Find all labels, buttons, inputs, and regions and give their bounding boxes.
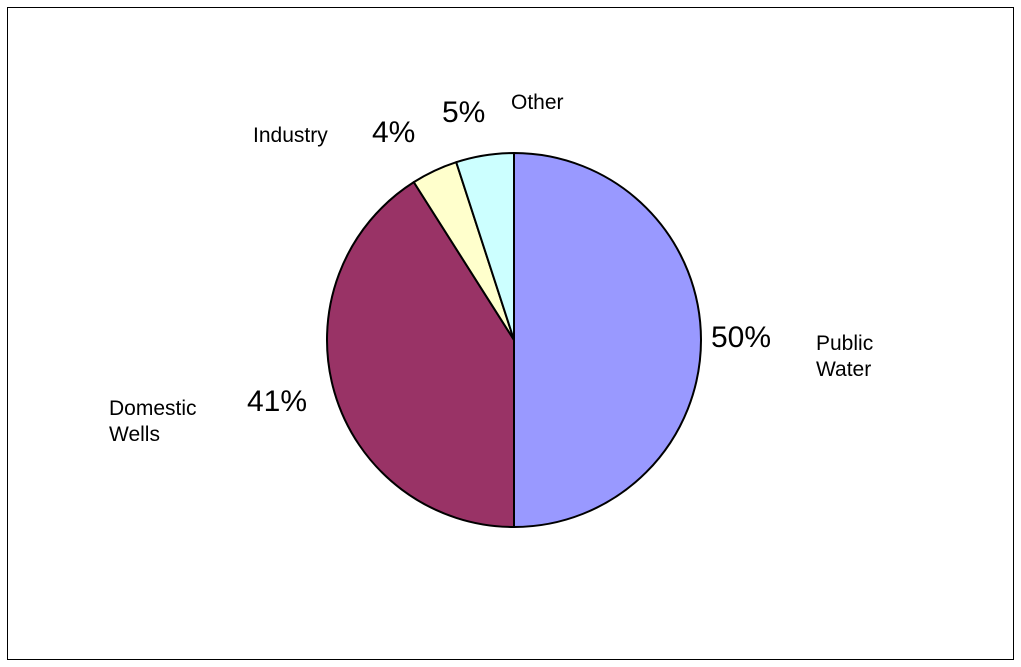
label-industry: Industry — [253, 124, 328, 147]
label-public-water-line-1: Public — [816, 332, 873, 355]
value-label-public-water: 50% — [711, 321, 771, 354]
label-other: Other — [511, 91, 564, 114]
label-domestic-wells-line-2: Wells — [109, 423, 160, 446]
value-label-domestic-wells: 41% — [247, 385, 307, 418]
label-domestic-wells: Domestic Wells — [109, 397, 202, 446]
pie-slice-domestic-wells — [326, 181, 515, 528]
pie-slice-public-water — [513, 152, 702, 528]
label-domestic-wells-line-1: Domestic — [109, 397, 197, 420]
pie-slices — [326, 152, 702, 528]
value-label-other: 5% — [442, 96, 485, 129]
label-public-water: Public Water — [816, 332, 879, 381]
value-label-industry: 4% — [372, 116, 415, 149]
pie-slice-other — [455, 152, 515, 341]
label-public-water-line-2: Water — [816, 358, 871, 381]
